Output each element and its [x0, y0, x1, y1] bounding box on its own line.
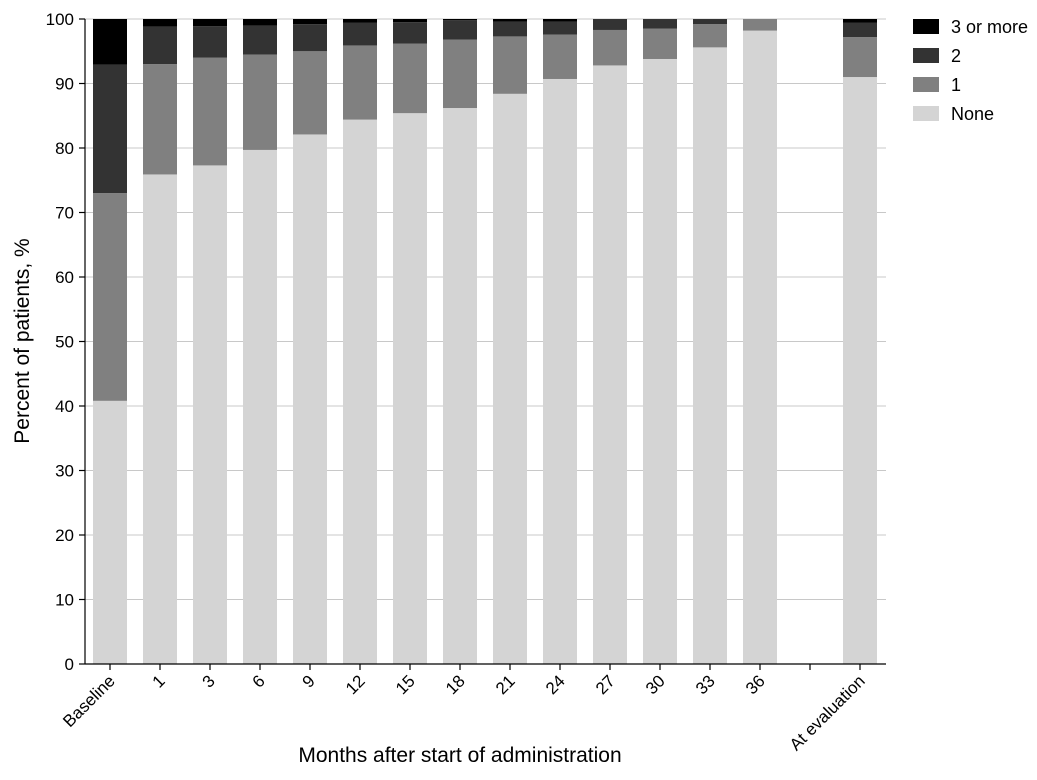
x-tick-label: 6	[249, 671, 269, 691]
bar-segment-1	[243, 54, 277, 150]
bar-segment-none	[193, 165, 227, 665]
bar-segment-2	[543, 21, 577, 35]
bar-segment-none	[93, 400, 127, 664]
bar-segment-2	[243, 25, 277, 55]
bar-segment-none	[143, 174, 177, 664]
bar-segment-1	[593, 29, 627, 66]
x-axis-title: Months after start of administration	[298, 744, 621, 767]
bar-segment-2	[193, 26, 227, 58]
x-tick-label: 27	[592, 671, 619, 698]
legend-swatch-1	[913, 77, 939, 92]
bar-segment-3-or-more	[843, 19, 877, 23]
bar-segment-3-or-more	[293, 19, 327, 25]
x-tick-label: 33	[692, 671, 719, 698]
x-tick-label: 24	[542, 671, 569, 698]
bar-segment-none	[643, 58, 677, 665]
legend-label-1: 1	[951, 75, 961, 95]
x-tick-label: 21	[492, 671, 519, 698]
bar-segment-3-or-more	[393, 19, 427, 23]
bar-segment-1	[443, 39, 477, 109]
x-tick-label: 12	[342, 671, 369, 698]
y-tick-label: 30	[55, 462, 74, 481]
y-tick-label: 20	[55, 526, 74, 545]
bar-segment-2	[443, 20, 477, 40]
bar-segment-1	[143, 64, 177, 175]
bar-segment-2	[843, 22, 877, 38]
y-tick-label: 80	[55, 139, 74, 158]
x-tick-label: 30	[642, 671, 669, 698]
bar-segment-3-or-more	[443, 19, 477, 21]
bar-segment-1	[693, 24, 727, 48]
bar-segment-1	[643, 28, 677, 59]
legend-swatch-3-or-more	[913, 19, 939, 34]
y-tick-label: 90	[55, 75, 74, 94]
bar-segment-2	[293, 24, 327, 52]
bar-segment-none	[843, 77, 877, 665]
bar-segment-none	[593, 65, 627, 664]
bar-segment-none	[693, 47, 727, 664]
bar-segment-1	[743, 19, 777, 31]
bar-segment-3-or-more	[343, 19, 377, 23]
legend-swatch-none	[913, 106, 939, 121]
bar-segment-3-or-more	[243, 19, 277, 26]
x-tick-label: 1	[149, 671, 169, 691]
legend: 3 or more 2 1 None	[913, 17, 1028, 124]
legend-label-none: None	[951, 104, 994, 124]
x-tick-label: 15	[392, 671, 419, 698]
bar-segment-1	[543, 34, 577, 79]
bar-segment-2	[643, 19, 677, 29]
y-tick-label: 0	[65, 655, 74, 674]
bar-segment-2	[393, 22, 427, 44]
bar-segment-none	[543, 78, 577, 665]
bar-segment-2	[693, 19, 727, 25]
bar-segment-none	[393, 113, 427, 665]
x-tick-label: At evaluation	[786, 671, 869, 754]
bar-segment-2	[593, 19, 627, 30]
bar-segment-3-or-more	[193, 19, 227, 27]
bar-segment-1	[343, 45, 377, 120]
y-tick-label: 50	[55, 333, 74, 352]
x-tick-label: Baseline	[59, 671, 119, 731]
bar-segment-3-or-more	[493, 19, 527, 22]
y-tick-label: 70	[55, 204, 74, 223]
bar-segment-1	[843, 37, 877, 78]
bar-segment-3-or-more	[93, 19, 127, 65]
x-tick-label: 9	[299, 671, 319, 691]
x-tick-label: 36	[742, 671, 769, 698]
bar-segment-none	[493, 93, 527, 664]
bars	[93, 19, 877, 665]
bar-segment-1	[293, 51, 327, 135]
bar-segment-2	[343, 22, 377, 46]
bar-segment-none	[243, 149, 277, 664]
bar-segment-3-or-more	[543, 19, 577, 22]
bar-segment-none	[293, 134, 327, 664]
y-tick-label: 100	[46, 10, 74, 29]
y-axis-title: Percent of patients, %	[11, 238, 34, 443]
bar-segment-none	[743, 30, 777, 665]
bar-segment-2	[143, 26, 177, 65]
y-tick-label: 40	[55, 397, 74, 416]
bar-segment-1	[393, 43, 427, 114]
bar-segment-none	[343, 119, 377, 665]
bar-segment-3-or-more	[143, 19, 177, 27]
y-tick-label: 60	[55, 268, 74, 287]
y-tick-label: 10	[55, 591, 74, 610]
legend-label-3-or-more: 3 or more	[951, 17, 1028, 37]
bar-segment-1	[193, 57, 227, 166]
bar-segment-2	[493, 21, 527, 37]
legend-label-2: 2	[951, 46, 961, 66]
bar-segment-none	[443, 108, 477, 664]
legend-swatch-2	[913, 48, 939, 63]
bar-segment-1	[493, 36, 527, 94]
bar-segment-1	[93, 193, 127, 401]
bar-segment-2	[93, 64, 127, 194]
x-tick-label: 18	[442, 671, 469, 698]
x-tick-label: 3	[199, 671, 219, 691]
